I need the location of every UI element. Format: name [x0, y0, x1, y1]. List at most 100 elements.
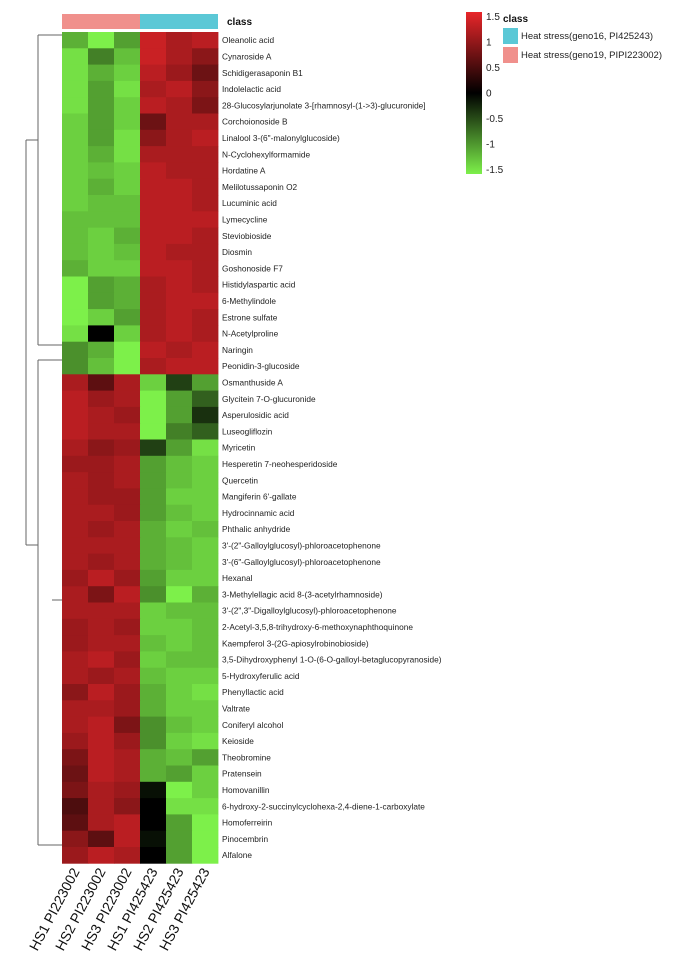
row-label: Pratensein: [222, 769, 262, 779]
heatmap-cell: [114, 618, 141, 636]
heatmap-cell: [140, 439, 167, 457]
heatmap-cell: [140, 113, 167, 131]
row-label: Steviobioside: [222, 231, 272, 241]
heatmap-cell: [166, 569, 193, 587]
heatmap-cell: [192, 651, 219, 669]
heatmap-cell: [166, 309, 193, 326]
row-label: Osmanthuside A: [222, 377, 283, 387]
class-legend-label-geno19: Heat stress(geno19, PIPI223002): [521, 50, 662, 61]
heatmap-cell: [62, 618, 89, 636]
heatmap-cell: [166, 602, 193, 620]
heatmap-cell: [192, 765, 219, 783]
heatmap-cell: [88, 309, 115, 326]
heatmap-cell: [192, 64, 219, 82]
heatmap-cell: [62, 48, 89, 65]
heatmap-cell: [88, 569, 115, 587]
row-label: Luseogliflozin: [222, 426, 273, 436]
heatmap-cell: [88, 814, 115, 832]
heatmap-cell: [166, 358, 193, 375]
column-class-bar: [62, 14, 218, 29]
heatmap-cell: [166, 765, 193, 783]
heatmap-cell: [192, 374, 219, 391]
heatmap-cell: [114, 292, 141, 310]
heatmap-cell: [140, 521, 167, 538]
heatmap-cell: [114, 504, 141, 522]
heatmap-cell: [62, 553, 89, 571]
heatmap-cell: [114, 667, 141, 685]
heatmap-cell: [88, 798, 115, 815]
heatmap-cell: [88, 243, 115, 261]
heatmap-cell: [62, 521, 89, 538]
class-bar-cell: [88, 14, 114, 29]
heatmap-cell: [140, 260, 167, 277]
heatmap-cell: [114, 178, 141, 196]
heatmap-cell: [88, 113, 115, 131]
heatmap-cell: [114, 64, 141, 82]
heatmap-cell: [166, 439, 193, 457]
heatmap-cell: [114, 80, 141, 98]
row-label: 28-Glucosylarjunolate 3-[rhamnosyl-(1->3…: [222, 100, 426, 110]
heatmap-cell: [192, 667, 219, 685]
row-label: Mangiferin 6'-gallate: [222, 492, 297, 502]
row-labels: Oleanolic acid Cynaroside A Schidigerasapo…: [222, 35, 442, 860]
heatmap-cell: [88, 211, 115, 228]
heatmap-cell: [62, 309, 89, 326]
heatmap-cell: [62, 602, 89, 620]
heatmap-cell: [88, 48, 115, 65]
heatmap-cell: [192, 97, 219, 114]
class-legend-swatch-geno16: [503, 28, 518, 44]
heatmap-cell: [140, 292, 167, 310]
heatmap-cell: [140, 341, 167, 359]
color-scale-legend: 1.5 1 0.5 0 -0.5 -1 -1.5: [466, 12, 504, 176]
heatmap-cell: [166, 455, 193, 473]
heatmap-cell: [114, 765, 141, 783]
heatmap-cell: [88, 32, 115, 49]
row-label: Quercetin: [222, 475, 258, 485]
heatmap-cell: [166, 700, 193, 717]
heatmap-cell: [192, 569, 219, 587]
heatmap-cell: [192, 146, 219, 163]
heatmap-cell: [62, 341, 89, 359]
heatmap-cell: [114, 374, 141, 391]
heatmap-cell: [192, 211, 219, 228]
row-label: Theobromine: [222, 752, 271, 762]
row-label: Kaempferol 3-(2G-apiosylrobinobioside): [222, 638, 369, 648]
heatmap-cell: [166, 814, 193, 832]
heatmap-cell: [88, 227, 115, 245]
heatmap-cell: [140, 32, 167, 49]
heatmap-cell: [62, 243, 89, 261]
heatmap-cell: [192, 749, 219, 766]
heatmap-cell: [166, 749, 193, 766]
heatmap-cell: [192, 635, 219, 652]
row-label: 3'-(2"-Galloylglucosyl)-phloroacetopheno…: [222, 540, 381, 550]
heatmap-cell: [114, 749, 141, 766]
heatmap-cell: [166, 227, 193, 245]
heatmap-cell: [166, 178, 193, 196]
color-scale-tick-label: 1.5: [486, 12, 500, 23]
heatmap-cell: [62, 504, 89, 522]
row-label: Goshonoside F7: [222, 263, 283, 273]
heatmap-cell: [166, 847, 193, 864]
heatmap-cell: [166, 162, 193, 180]
heatmap-cell: [192, 798, 219, 815]
heatmap-cell: [62, 537, 89, 554]
heatmap-cell: [166, 390, 193, 408]
heatmap-cell: [140, 602, 167, 620]
heatmap-cell: [114, 472, 141, 489]
heatmap-cell: [192, 292, 219, 310]
heatmap-cell: [88, 537, 115, 554]
heatmap-cell: [114, 162, 141, 180]
heatmap-cell: [88, 80, 115, 98]
row-label: 5-Hydroxyferulic acid: [222, 671, 300, 681]
heatmap-cell: [62, 700, 89, 717]
heatmap-cell: [166, 635, 193, 652]
heatmap-cell: [88, 325, 115, 343]
row-label: Hydrocinnamic acid: [222, 508, 295, 518]
row-label: Homovanillin: [222, 785, 270, 795]
heatmap-cell: [88, 129, 115, 147]
heatmap-cell: [140, 227, 167, 245]
heatmap-cell: [114, 537, 141, 554]
heatmap-cell: [166, 129, 193, 147]
heatmap-cell: [88, 423, 115, 440]
